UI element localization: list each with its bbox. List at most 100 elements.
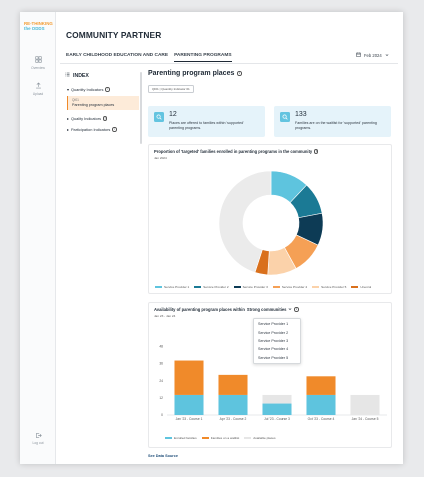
community-filter[interactable]: Strong communities <box>246 307 287 312</box>
bar-segment[interactable] <box>262 394 292 404</box>
info-icon[interactable]: i <box>103 116 108 121</box>
bar-segment[interactable] <box>218 394 248 415</box>
legend-label: Available places <box>253 436 276 440</box>
index-scrollbar[interactable] <box>140 72 142 144</box>
donut-chart-title: Proportion of 'targeted' families enroll… <box>154 149 313 154</box>
y-tick-label: 48 <box>159 344 163 348</box>
bar-segment[interactable] <box>262 403 292 415</box>
legend-swatch <box>244 437 252 439</box>
bar-segment[interactable] <box>174 360 204 395</box>
legend-label: Service Provider 5 <box>321 285 347 289</box>
legend-item: Available places <box>244 436 276 440</box>
stat-value: 12 <box>169 111 177 118</box>
dropdown-option[interactable]: Service Provider 5 <box>258 355 289 360</box>
legend-swatch <box>233 286 241 288</box>
info-icon[interactable]: i <box>314 149 319 154</box>
x-tick-label: Jul '23 - Course 3 <box>264 417 290 421</box>
date-selector-value: Feb 2024 <box>364 52 382 58</box>
community-dropdown-menu: Service Provider 1 Service Provider 2 Se… <box>253 318 301 364</box>
legend-item: Service Provider 4 <box>272 285 308 289</box>
info-icon[interactable]: i <box>105 87 110 92</box>
tab-parenting-programs[interactable]: PARENTING PROGRAMS <box>174 53 232 62</box>
stat-card-waitlist: 133 Families are on the waitlist for 'su… <box>274 106 391 137</box>
legend-item: Unenrol <box>351 285 371 289</box>
y-tick-label: 36 <box>159 362 163 366</box>
index-group-quality-label: Quality Indicators <box>70 116 102 121</box>
rail-item-overview[interactable]: Overview <box>20 56 56 70</box>
legend-item: Families on a waitlist <box>201 436 239 440</box>
legend-item: Enrolled families <box>165 436 197 440</box>
tab-early-childhood[interactable]: EARLY CHILDHOOD EDUCATION AND CARE <box>66 53 169 58</box>
index-item-parenting-places[interactable]: QI01 Parenting program places <box>67 96 139 110</box>
donut-chart-card: Proportion of 'targeted' families enroll… <box>148 144 392 294</box>
search-icon <box>280 112 290 122</box>
bar-chart-title: Availability of parenting program places… <box>154 307 245 312</box>
legend-swatch <box>312 286 320 288</box>
x-tick-label: Jan '23 - Course 1 <box>176 417 203 421</box>
index-heading: INDEX <box>65 72 139 79</box>
dropdown-option[interactable]: Service Provider 3 <box>258 338 289 343</box>
search-icon <box>154 112 164 122</box>
legend-item: Service Provider 5 <box>312 285 346 289</box>
index-group-quality[interactable]: ▸ Quality Indicators i <box>67 116 139 121</box>
bar-segment[interactable] <box>306 394 336 415</box>
section-tabs: EARLY CHILDHOOD EDUCATION AND CARE PAREN… <box>66 53 232 62</box>
legend-item: Service Provider 1 <box>155 285 189 289</box>
bar-segment[interactable] <box>350 394 380 415</box>
header-divider <box>60 63 398 64</box>
dropdown-option[interactable]: Service Provider 2 <box>258 330 289 335</box>
bar-legend: Enrolled families Families on a waitlist A… <box>165 436 276 440</box>
legend-swatch <box>155 286 162 288</box>
x-tick-label: Jan '24 - Course 5 <box>352 417 379 421</box>
legend-label: Unenrol <box>360 285 372 289</box>
dropdown-option[interactable]: Service Provider 1 <box>258 322 289 327</box>
index-group-quantity[interactable]: ▾ Quantity Indicators i <box>67 87 139 92</box>
donut-chart-subtitle: Jan 2024 <box>154 156 167 160</box>
chevron-right-icon: ▸ <box>67 116 69 121</box>
legend-label: Service Provider 1 <box>164 285 190 289</box>
rail-item-upload[interactable]: Upload <box>20 82 56 96</box>
bar-chart-heading: Availability of parenting program places… <box>154 307 299 312</box>
legend-label: Service Provider 4 <box>281 285 308 289</box>
donut-slice[interactable] <box>218 170 272 273</box>
index-item-code: QI01 <box>72 98 79 102</box>
legend-label: Service Provider 2 <box>203 285 229 289</box>
index-item-label: Parenting program places <box>72 103 115 107</box>
stat-text: Places are offered to families within 's… <box>169 121 244 130</box>
info-icon[interactable]: i <box>112 127 117 132</box>
bar-chart-subtitle: Jan 23 - Jan 24 <box>154 314 176 318</box>
legend-swatch <box>165 437 172 439</box>
index-group-quantity-label: Quantity Indicators <box>70 87 104 92</box>
chevron-down-icon[interactable] <box>288 307 292 312</box>
chevron-down-icon: ▾ <box>67 87 69 92</box>
legend-swatch <box>272 286 280 288</box>
info-icon[interactable]: i <box>294 307 299 312</box>
rail-item-overview-label: Overview <box>31 66 45 70</box>
logout-button[interactable]: Log out <box>20 432 56 445</box>
legend-swatch <box>351 286 359 288</box>
chevron-down-icon <box>385 53 389 58</box>
grid-icon <box>20 56 56 66</box>
info-icon[interactable]: i <box>237 71 242 76</box>
section-title: Parenting program places <box>148 70 235 77</box>
index-panel: INDEX ▾ Quantity Indicators i QI01 Paren… <box>65 72 139 138</box>
stat-value: 133 <box>295 111 307 118</box>
legend-swatch <box>201 437 209 439</box>
bar-segment[interactable] <box>218 374 248 395</box>
section-heading: Parenting program places i <box>148 70 392 77</box>
dropdown-option[interactable]: Service Provider 4 <box>258 347 289 352</box>
app-logo[interactable]: RE-THINKING the ODDS <box>24 21 53 31</box>
see-data-source-link[interactable]: See Data Source <box>148 454 178 458</box>
index-group-participation-label: Participation Indicators <box>70 127 111 132</box>
y-tick-label: 12 <box>159 396 163 400</box>
bar-segment[interactable] <box>174 394 204 415</box>
legend-label: Service Provider 3 <box>242 285 268 289</box>
date-selector[interactable]: Feb 2024 <box>356 52 389 58</box>
main-content: Parenting program places i QI01 | Quanti… <box>148 70 392 448</box>
calendar-icon <box>356 52 361 58</box>
bar-segment[interactable] <box>306 376 336 395</box>
logo-line-1: RE-THINKING <box>24 21 53 26</box>
page-title: COMMUNITY PARTNER <box>66 30 162 40</box>
index-group-participation[interactable]: ▸ Participation Indicators i <box>67 127 139 132</box>
list-icon <box>65 72 70 79</box>
